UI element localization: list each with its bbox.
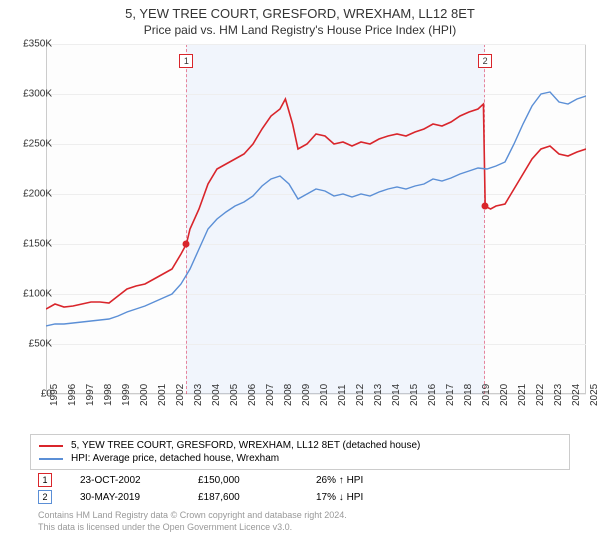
legend-label: 5, YEW TREE COURT, GRESFORD, WREXHAM, LL… <box>71 440 420 451</box>
x-tick-label: 1997 <box>85 384 96 406</box>
transaction-delta: 26% ↑ HPI <box>316 475 406 486</box>
x-tick-label: 2011 <box>337 384 348 406</box>
x-tick-label: 2004 <box>211 384 222 406</box>
y-tick-label: £100K <box>23 289 52 300</box>
x-tick-label: 2020 <box>499 384 510 406</box>
x-tick-label: 2021 <box>517 384 528 406</box>
transaction-marker: 2 <box>38 490 52 504</box>
footer-line-1: Contains HM Land Registry data © Crown c… <box>38 510 570 522</box>
chart-title: 5, YEW TREE COURT, GRESFORD, WREXHAM, LL… <box>0 6 600 21</box>
x-tick-label: 2007 <box>265 384 276 406</box>
x-tick-label: 1999 <box>121 384 132 406</box>
line-series-svg <box>46 44 586 394</box>
x-tick-label: 2015 <box>409 384 420 406</box>
x-tick-label: 1996 <box>67 384 78 406</box>
legend-label: HPI: Average price, detached house, Wrex… <box>71 453 279 464</box>
legend-swatch <box>39 458 63 460</box>
y-tick-label: £150K <box>23 239 52 250</box>
x-tick-label: 2024 <box>571 384 582 406</box>
legend-swatch <box>39 445 63 447</box>
x-tick-label: 2008 <box>283 384 294 406</box>
transaction-price: £150,000 <box>198 475 288 486</box>
transaction-price: £187,600 <box>198 492 288 503</box>
x-tick-label: 1998 <box>103 384 114 406</box>
transaction-delta: 17% ↓ HPI <box>316 492 406 503</box>
y-tick-label: £250K <box>23 139 52 150</box>
transaction-date: 23-OCT-2002 <box>80 475 170 486</box>
plot-area: 12 <box>46 44 586 394</box>
x-tick-label: 2017 <box>445 384 456 406</box>
x-tick-label: 2010 <box>319 384 330 406</box>
x-tick-label: 2012 <box>355 384 366 406</box>
series-line <box>46 99 586 309</box>
x-tick-label: 2018 <box>463 384 474 406</box>
x-tick-label: 2003 <box>193 384 204 406</box>
x-tick-label: 2001 <box>157 384 168 406</box>
marker-box: 1 <box>179 54 193 68</box>
x-tick-label: 2014 <box>391 384 402 406</box>
transaction-list: 1 23-OCT-2002 £150,000 26% ↑ HPI 2 30-MAY-201… <box>30 470 570 504</box>
chart-subtitle: Price paid vs. HM Land Registry's House … <box>0 23 600 37</box>
legend-row: 5, YEW TREE COURT, GRESFORD, WREXHAM, LL… <box>39 439 561 452</box>
x-tick-label: 2016 <box>427 384 438 406</box>
legend-block: 5, YEW TREE COURT, GRESFORD, WREXHAM, LL… <box>30 434 570 533</box>
marker-dot <box>482 203 489 210</box>
y-tick-label: £350K <box>23 39 52 50</box>
x-tick-label: 2022 <box>535 384 546 406</box>
x-tick-label: 2000 <box>139 384 150 406</box>
transaction-row: 1 23-OCT-2002 £150,000 26% ↑ HPI <box>30 470 570 487</box>
chart-container: 5, YEW TREE COURT, GRESFORD, WREXHAM, LL… <box>0 0 600 560</box>
legend-row: HPI: Average price, detached house, Wrex… <box>39 452 561 465</box>
transaction-row: 2 30-MAY-2019 £187,600 17% ↓ HPI <box>30 487 570 504</box>
transaction-marker: 1 <box>38 473 52 487</box>
transaction-date: 30-MAY-2019 <box>80 492 170 503</box>
x-tick-label: 2025 <box>589 384 600 406</box>
x-tick-label: 2005 <box>229 384 240 406</box>
marker-dot <box>183 241 190 248</box>
x-tick-label: 1995 <box>49 384 60 406</box>
x-tick-label: 2009 <box>301 384 312 406</box>
footer-line-2: This data is licensed under the Open Gov… <box>38 522 570 534</box>
x-tick-label: 2019 <box>481 384 492 406</box>
title-block: 5, YEW TREE COURT, GRESFORD, WREXHAM, LL… <box>0 0 600 39</box>
x-tick-label: 2006 <box>247 384 258 406</box>
y-tick-label: £300K <box>23 89 52 100</box>
x-tick-label: 2002 <box>175 384 186 406</box>
x-tick-label: 2023 <box>553 384 564 406</box>
x-tick-label: 2013 <box>373 384 384 406</box>
y-tick-label: £200K <box>23 189 52 200</box>
footer: Contains HM Land Registry data © Crown c… <box>30 504 570 533</box>
series-line <box>46 92 586 326</box>
legend-box: 5, YEW TREE COURT, GRESFORD, WREXHAM, LL… <box>30 434 570 470</box>
marker-box: 2 <box>478 54 492 68</box>
y-tick-label: £50K <box>29 339 52 350</box>
